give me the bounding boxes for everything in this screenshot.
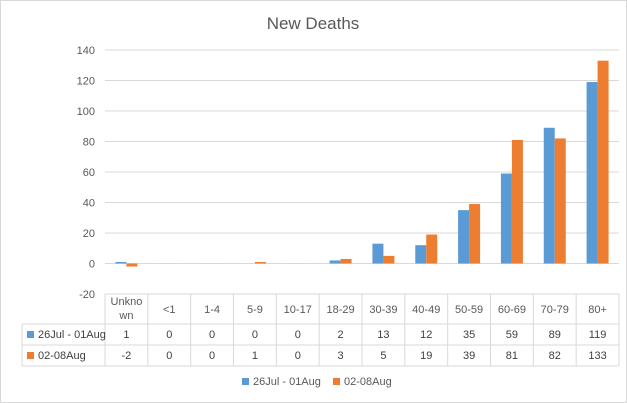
bar-series1 (586, 82, 598, 264)
table-cell-value: 35 (463, 329, 475, 341)
category-label: 50-59 (455, 304, 483, 316)
category-label: 5-9 (247, 304, 263, 316)
y-tick-label: 100 (77, 106, 95, 118)
data-table: Unkno wn <1 1-4 5-9 10-17 18-29 30-39 40-49 50-59… (21, 293, 620, 367)
table-cell-value: 0 (252, 329, 258, 341)
y-tick-label: -20 (79, 289, 95, 301)
chart-title: New Deaths (267, 14, 360, 33)
table-cell-value: 1 (123, 329, 129, 341)
bar-series2 (383, 255, 395, 264)
table-series-name: 02-08Aug (38, 350, 86, 362)
table-series-name: 26Jul - 01Aug (38, 329, 106, 341)
category-label: 1-4 (204, 304, 220, 316)
bar-series1 (500, 173, 512, 264)
table-cell-value: 39 (463, 350, 475, 362)
table-cell-value: 0 (166, 329, 172, 341)
category-label: 40-49 (412, 304, 440, 316)
category-label: Unkno wn (111, 296, 143, 322)
y-tick-label: 80 (83, 137, 95, 149)
gridlines (105, 49, 619, 295)
legend-label: 26Jul - 01Aug (253, 376, 321, 388)
y-tick-label: 140 (77, 45, 95, 57)
y-tick-label: 0 (89, 259, 95, 271)
table-cell-value: 1 (252, 350, 258, 362)
table-cell-value: 0 (209, 350, 215, 362)
y-tick-label: 120 (77, 76, 95, 88)
table-cell-value: -2 (122, 350, 132, 362)
bar-series2 (126, 263, 138, 267)
table-legend-swatch (27, 331, 34, 338)
table-cell-value: 119 (589, 329, 607, 341)
y-tick-label: 40 (83, 198, 95, 210)
bar-series1 (415, 245, 427, 264)
bar-series1 (372, 243, 384, 264)
y-axis-tick-labels: -20 0 20 40 60 80 100 120 140 (77, 45, 95, 301)
table-cell-value: 2 (338, 329, 344, 341)
legend-swatch (333, 378, 340, 385)
y-tick-label: 60 (83, 167, 95, 179)
table-legend-swatch (27, 352, 34, 359)
bar-series1 (115, 261, 127, 264)
legend-swatch (242, 378, 249, 385)
bars (115, 60, 609, 267)
table-cell-value: 19 (420, 350, 432, 362)
category-label: 80+ (588, 304, 607, 316)
table-cell-value: 0 (295, 350, 301, 362)
bar-series2 (254, 261, 266, 264)
category-label: 30-39 (369, 304, 397, 316)
table-cell-value: 82 (549, 350, 561, 362)
table-cell-value: 81 (506, 350, 518, 362)
table-cell-value: 0 (166, 350, 172, 362)
table-cell-value: 0 (209, 329, 215, 341)
table-cell-value: 89 (549, 329, 561, 341)
table-cell-value: 0 (295, 329, 301, 341)
category-label: <1 (163, 304, 176, 316)
table-cell-value: 5 (380, 350, 386, 362)
legend: 26Jul - 01Aug 02-08Aug (242, 376, 392, 388)
bar-series1 (458, 210, 470, 264)
category-label: 60-69 (498, 304, 526, 316)
category-label: 70-79 (541, 304, 569, 316)
category-label: 18-29 (327, 304, 355, 316)
bar-series2 (511, 139, 523, 264)
legend-label: 02-08Aug (344, 376, 392, 388)
table-cell-value: 13 (377, 329, 389, 341)
bar-series2 (340, 258, 352, 264)
table-cell-value: 133 (588, 350, 606, 362)
bar-series2 (426, 234, 438, 264)
bar-series2 (554, 138, 566, 264)
bar-series1 (329, 260, 341, 264)
table-cell-value: 59 (506, 329, 518, 341)
bar-series1 (543, 127, 555, 264)
table-cell-value: 3 (338, 350, 344, 362)
table-cell-value: 12 (420, 329, 432, 341)
bar-series2 (597, 60, 609, 264)
y-tick-label: 20 (83, 228, 95, 240)
bar-series2 (469, 204, 481, 264)
category-label: 10-17 (284, 304, 312, 316)
